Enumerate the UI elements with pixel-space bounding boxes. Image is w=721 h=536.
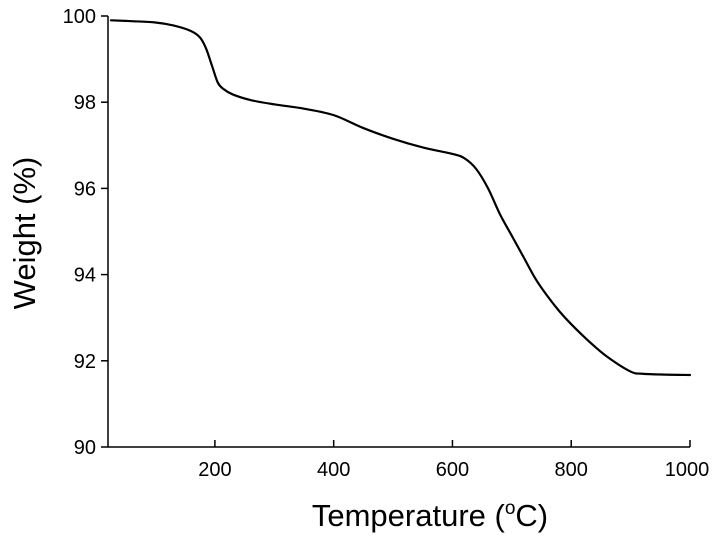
x-tick-label: 200: [198, 459, 231, 481]
y-tick-label: 100: [63, 6, 96, 28]
x-tick-label: 800: [555, 459, 588, 481]
x-tick-label: 1000: [665, 459, 710, 481]
y-tick-label: 90: [74, 437, 96, 459]
x-tick-label: 600: [436, 459, 469, 481]
x-tick-label: 400: [317, 459, 350, 481]
y-tick-label: 96: [74, 178, 96, 200]
y-tick-label: 94: [74, 265, 96, 287]
x-axis-title: Temperature (oC): [312, 498, 548, 533]
y-tick-label: 98: [74, 92, 96, 114]
y-axis-title: Weight (%): [7, 157, 42, 310]
x-axis-title-suffix: C): [515, 498, 548, 533]
x-axis-title-superscript: o: [505, 498, 516, 519]
plot-area: [107, 16, 690, 448]
y-tick-label: 92: [74, 351, 96, 373]
weight-curve: [109, 19, 692, 377]
y-ticks: 90 92 94 96 98 100: [63, 6, 108, 459]
x-ticks: 200 400 600 800 1000: [198, 440, 709, 481]
